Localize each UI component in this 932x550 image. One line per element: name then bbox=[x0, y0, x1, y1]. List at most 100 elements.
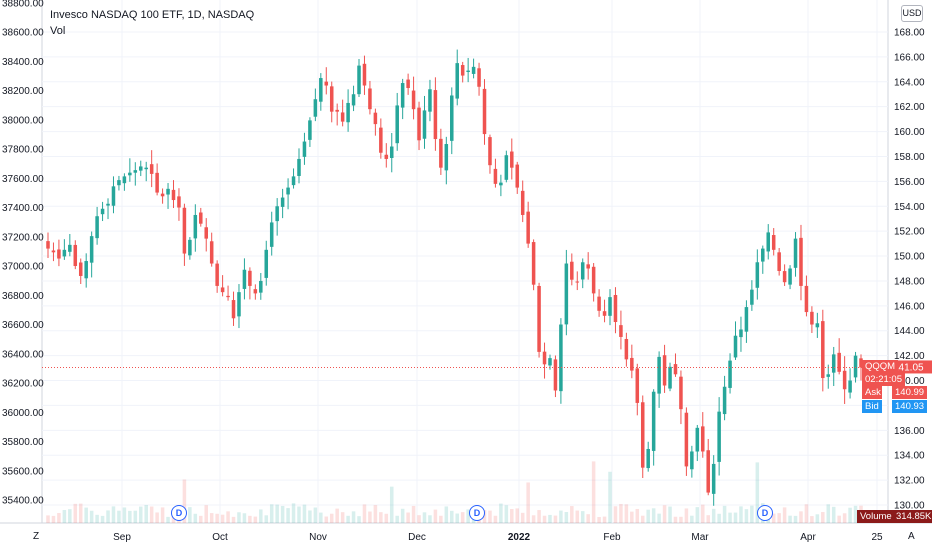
volume-bar bbox=[444, 506, 449, 523]
volume-bar bbox=[269, 504, 274, 523]
candle-body bbox=[373, 112, 378, 125]
candle-body bbox=[755, 262, 760, 288]
volume-bar bbox=[548, 514, 552, 523]
candle-body bbox=[89, 236, 94, 263]
volume-bar bbox=[657, 513, 661, 523]
candle-body bbox=[433, 90, 438, 140]
volume-bar bbox=[635, 508, 640, 523]
volume-bar bbox=[711, 508, 716, 523]
right-axis-tick: 136.00 bbox=[894, 426, 925, 437]
volume-bar bbox=[788, 515, 792, 523]
volume-bar bbox=[422, 512, 427, 523]
candle-body bbox=[450, 95, 454, 141]
candle-body bbox=[73, 244, 78, 267]
candle-body bbox=[859, 358, 863, 368]
volume-bar bbox=[842, 513, 847, 523]
ask-label: Ask bbox=[862, 386, 882, 399]
candle-body bbox=[428, 89, 432, 112]
candle-body bbox=[471, 66, 476, 74]
x-axis-tick: Feb bbox=[603, 532, 621, 543]
volume-bar bbox=[46, 515, 50, 523]
volume-bar bbox=[209, 513, 214, 523]
volume-bar bbox=[619, 503, 623, 523]
dividend-marker-dec[interactable]: D bbox=[469, 505, 485, 521]
candle-body bbox=[717, 411, 721, 462]
volume-bar bbox=[351, 511, 356, 523]
candle-body bbox=[117, 180, 121, 186]
volume-bar bbox=[231, 516, 236, 523]
candle-body bbox=[149, 164, 154, 174]
candle-body bbox=[646, 448, 650, 469]
volume-bar bbox=[259, 509, 263, 523]
candle-body bbox=[346, 102, 350, 123]
x-axis-tick: Dec bbox=[408, 532, 426, 543]
volume-bar bbox=[379, 512, 383, 523]
candle-body bbox=[411, 90, 416, 110]
candle-body bbox=[821, 321, 825, 379]
candle-body bbox=[564, 263, 569, 325]
right-axis-tick: 158.00 bbox=[894, 152, 925, 163]
right-axis-tick: 152.00 bbox=[894, 227, 925, 238]
candle-body bbox=[810, 311, 814, 325]
candle-body bbox=[722, 386, 727, 415]
volume-bar bbox=[100, 515, 105, 523]
x-axis-tick: Mar bbox=[691, 532, 709, 543]
volume-bar bbox=[226, 511, 230, 523]
volume-bar bbox=[499, 503, 503, 523]
volume-bar bbox=[248, 515, 252, 523]
symbol-legend[interactable]: Invesco NASDAQ 100 ETF, 1D, NASDAQ bbox=[50, 9, 255, 21]
candle-body bbox=[313, 99, 318, 117]
volume-bar bbox=[160, 507, 165, 523]
zoom-reset-button[interactable]: Z bbox=[33, 531, 40, 542]
volume-bar bbox=[319, 512, 323, 523]
candle-body bbox=[488, 137, 492, 166]
candle-body bbox=[111, 186, 116, 206]
volume-bar bbox=[111, 506, 116, 523]
volume-bar bbox=[673, 516, 678, 523]
volume-bar bbox=[793, 515, 798, 523]
candle-body bbox=[815, 323, 820, 328]
ask-value: 140.99 bbox=[892, 386, 928, 399]
candle-body bbox=[122, 176, 127, 184]
candle-body bbox=[389, 146, 394, 159]
right-axis-tick: 166.00 bbox=[894, 52, 925, 63]
candle-body bbox=[357, 65, 361, 95]
right-axis-tick: 130.00 bbox=[894, 501, 925, 512]
candle-body bbox=[761, 248, 765, 262]
candle-body bbox=[520, 190, 525, 215]
candle-body bbox=[630, 357, 634, 371]
volume-bar bbox=[608, 471, 612, 523]
volume-bar bbox=[346, 515, 350, 523]
candle-body bbox=[853, 355, 858, 378]
candle-body bbox=[793, 238, 798, 268]
volume-bar bbox=[357, 516, 361, 523]
left-axis-tick: 38400.00 bbox=[2, 57, 44, 68]
dividend-marker-sep[interactable]: D bbox=[171, 505, 187, 521]
volume-bar bbox=[520, 512, 525, 523]
candle-body bbox=[695, 427, 700, 452]
volume-bar bbox=[651, 508, 656, 523]
currency-button[interactable]: USD bbox=[901, 5, 923, 22]
candle-body bbox=[215, 263, 219, 286]
candle-body bbox=[144, 167, 148, 170]
volume-bar bbox=[433, 509, 438, 523]
right-axis-tick: 162.00 bbox=[894, 102, 925, 113]
dividend-marker-mar[interactable]: D bbox=[757, 505, 773, 521]
volume-bar bbox=[466, 509, 470, 523]
volume-bar bbox=[62, 510, 67, 523]
candle-body bbox=[220, 287, 225, 293]
left-axis-tick: 38200.00 bbox=[2, 86, 44, 97]
right-axis-tick: 148.00 bbox=[894, 276, 925, 287]
volume-bar bbox=[821, 512, 825, 523]
volume-legend[interactable]: Vol bbox=[50, 25, 66, 37]
volume-bar bbox=[826, 504, 831, 523]
auto-scale-button[interactable]: A bbox=[908, 531, 915, 542]
volume-bar bbox=[117, 510, 121, 523]
candle-body bbox=[237, 292, 241, 317]
volume-bar bbox=[286, 508, 290, 523]
right-axis-tick: 156.00 bbox=[894, 177, 925, 188]
left-axis-tick: 37000.00 bbox=[2, 262, 44, 273]
volume-bar bbox=[831, 506, 836, 523]
x-axis-tick: Oct bbox=[212, 532, 228, 543]
